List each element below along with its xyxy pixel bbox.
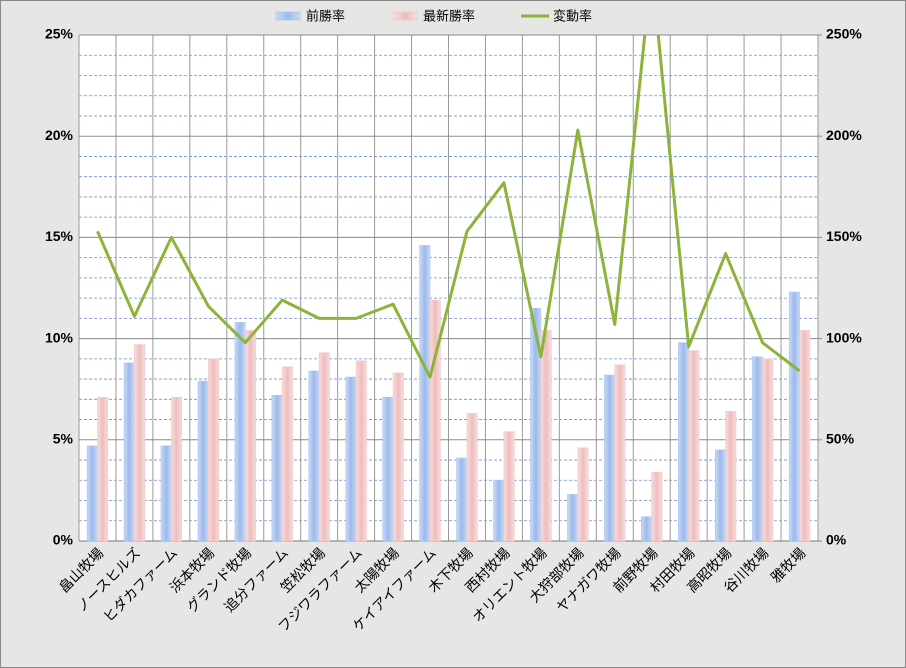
bar xyxy=(355,360,367,542)
y-tick-label: 15% xyxy=(45,228,74,244)
bar xyxy=(456,457,468,542)
bar xyxy=(171,396,183,542)
bar xyxy=(97,396,109,542)
legend-label: 変動率 xyxy=(553,9,592,25)
y2-tick-label: 50% xyxy=(826,431,855,447)
y2-tick-label: 200% xyxy=(826,127,862,143)
y2-tick-label: 0% xyxy=(826,532,847,548)
bar xyxy=(466,413,478,542)
bar xyxy=(234,322,246,542)
bar xyxy=(244,330,256,542)
line-layer xyxy=(96,35,801,379)
bar xyxy=(540,330,552,542)
bar xyxy=(318,352,330,542)
bar xyxy=(651,471,663,542)
y2-tick-label: 100% xyxy=(826,329,862,345)
bar xyxy=(614,364,626,542)
bar xyxy=(678,342,689,542)
legend-swatch xyxy=(275,11,301,21)
y2-tick-label: 150% xyxy=(826,228,862,244)
legend-label: 最新勝率 xyxy=(423,9,475,25)
bar xyxy=(751,356,763,542)
y-tick-label: 10% xyxy=(45,329,74,345)
bar xyxy=(762,358,774,542)
bar xyxy=(281,366,293,542)
bar xyxy=(567,494,579,542)
bar xyxy=(271,394,283,542)
y2-tick-label: 250% xyxy=(826,26,862,42)
y-tick-label: 20% xyxy=(45,127,74,143)
bar xyxy=(799,330,811,542)
bar xyxy=(134,344,146,542)
y-tick-label: 25% xyxy=(45,26,74,42)
y-tick-label: 5% xyxy=(53,431,74,447)
bar xyxy=(688,350,700,542)
bar xyxy=(308,370,320,542)
bar xyxy=(788,291,800,542)
y-tick-label: 0% xyxy=(53,532,74,548)
bar xyxy=(123,362,135,542)
bar xyxy=(419,245,431,542)
bar xyxy=(429,299,441,542)
bar xyxy=(577,447,589,542)
bar xyxy=(493,479,505,542)
bar xyxy=(604,374,616,542)
bar xyxy=(641,516,653,542)
bar xyxy=(160,445,172,542)
bar xyxy=(345,376,357,542)
bar xyxy=(392,372,404,542)
bar xyxy=(197,380,209,542)
bar xyxy=(503,431,515,542)
line-series xyxy=(96,35,801,379)
legend-swatch xyxy=(392,11,418,21)
bar xyxy=(725,411,737,542)
bar xyxy=(382,396,394,542)
bar xyxy=(86,445,98,542)
bar xyxy=(714,449,726,542)
legend-label: 前勝率 xyxy=(306,9,345,25)
bar xyxy=(208,358,219,542)
